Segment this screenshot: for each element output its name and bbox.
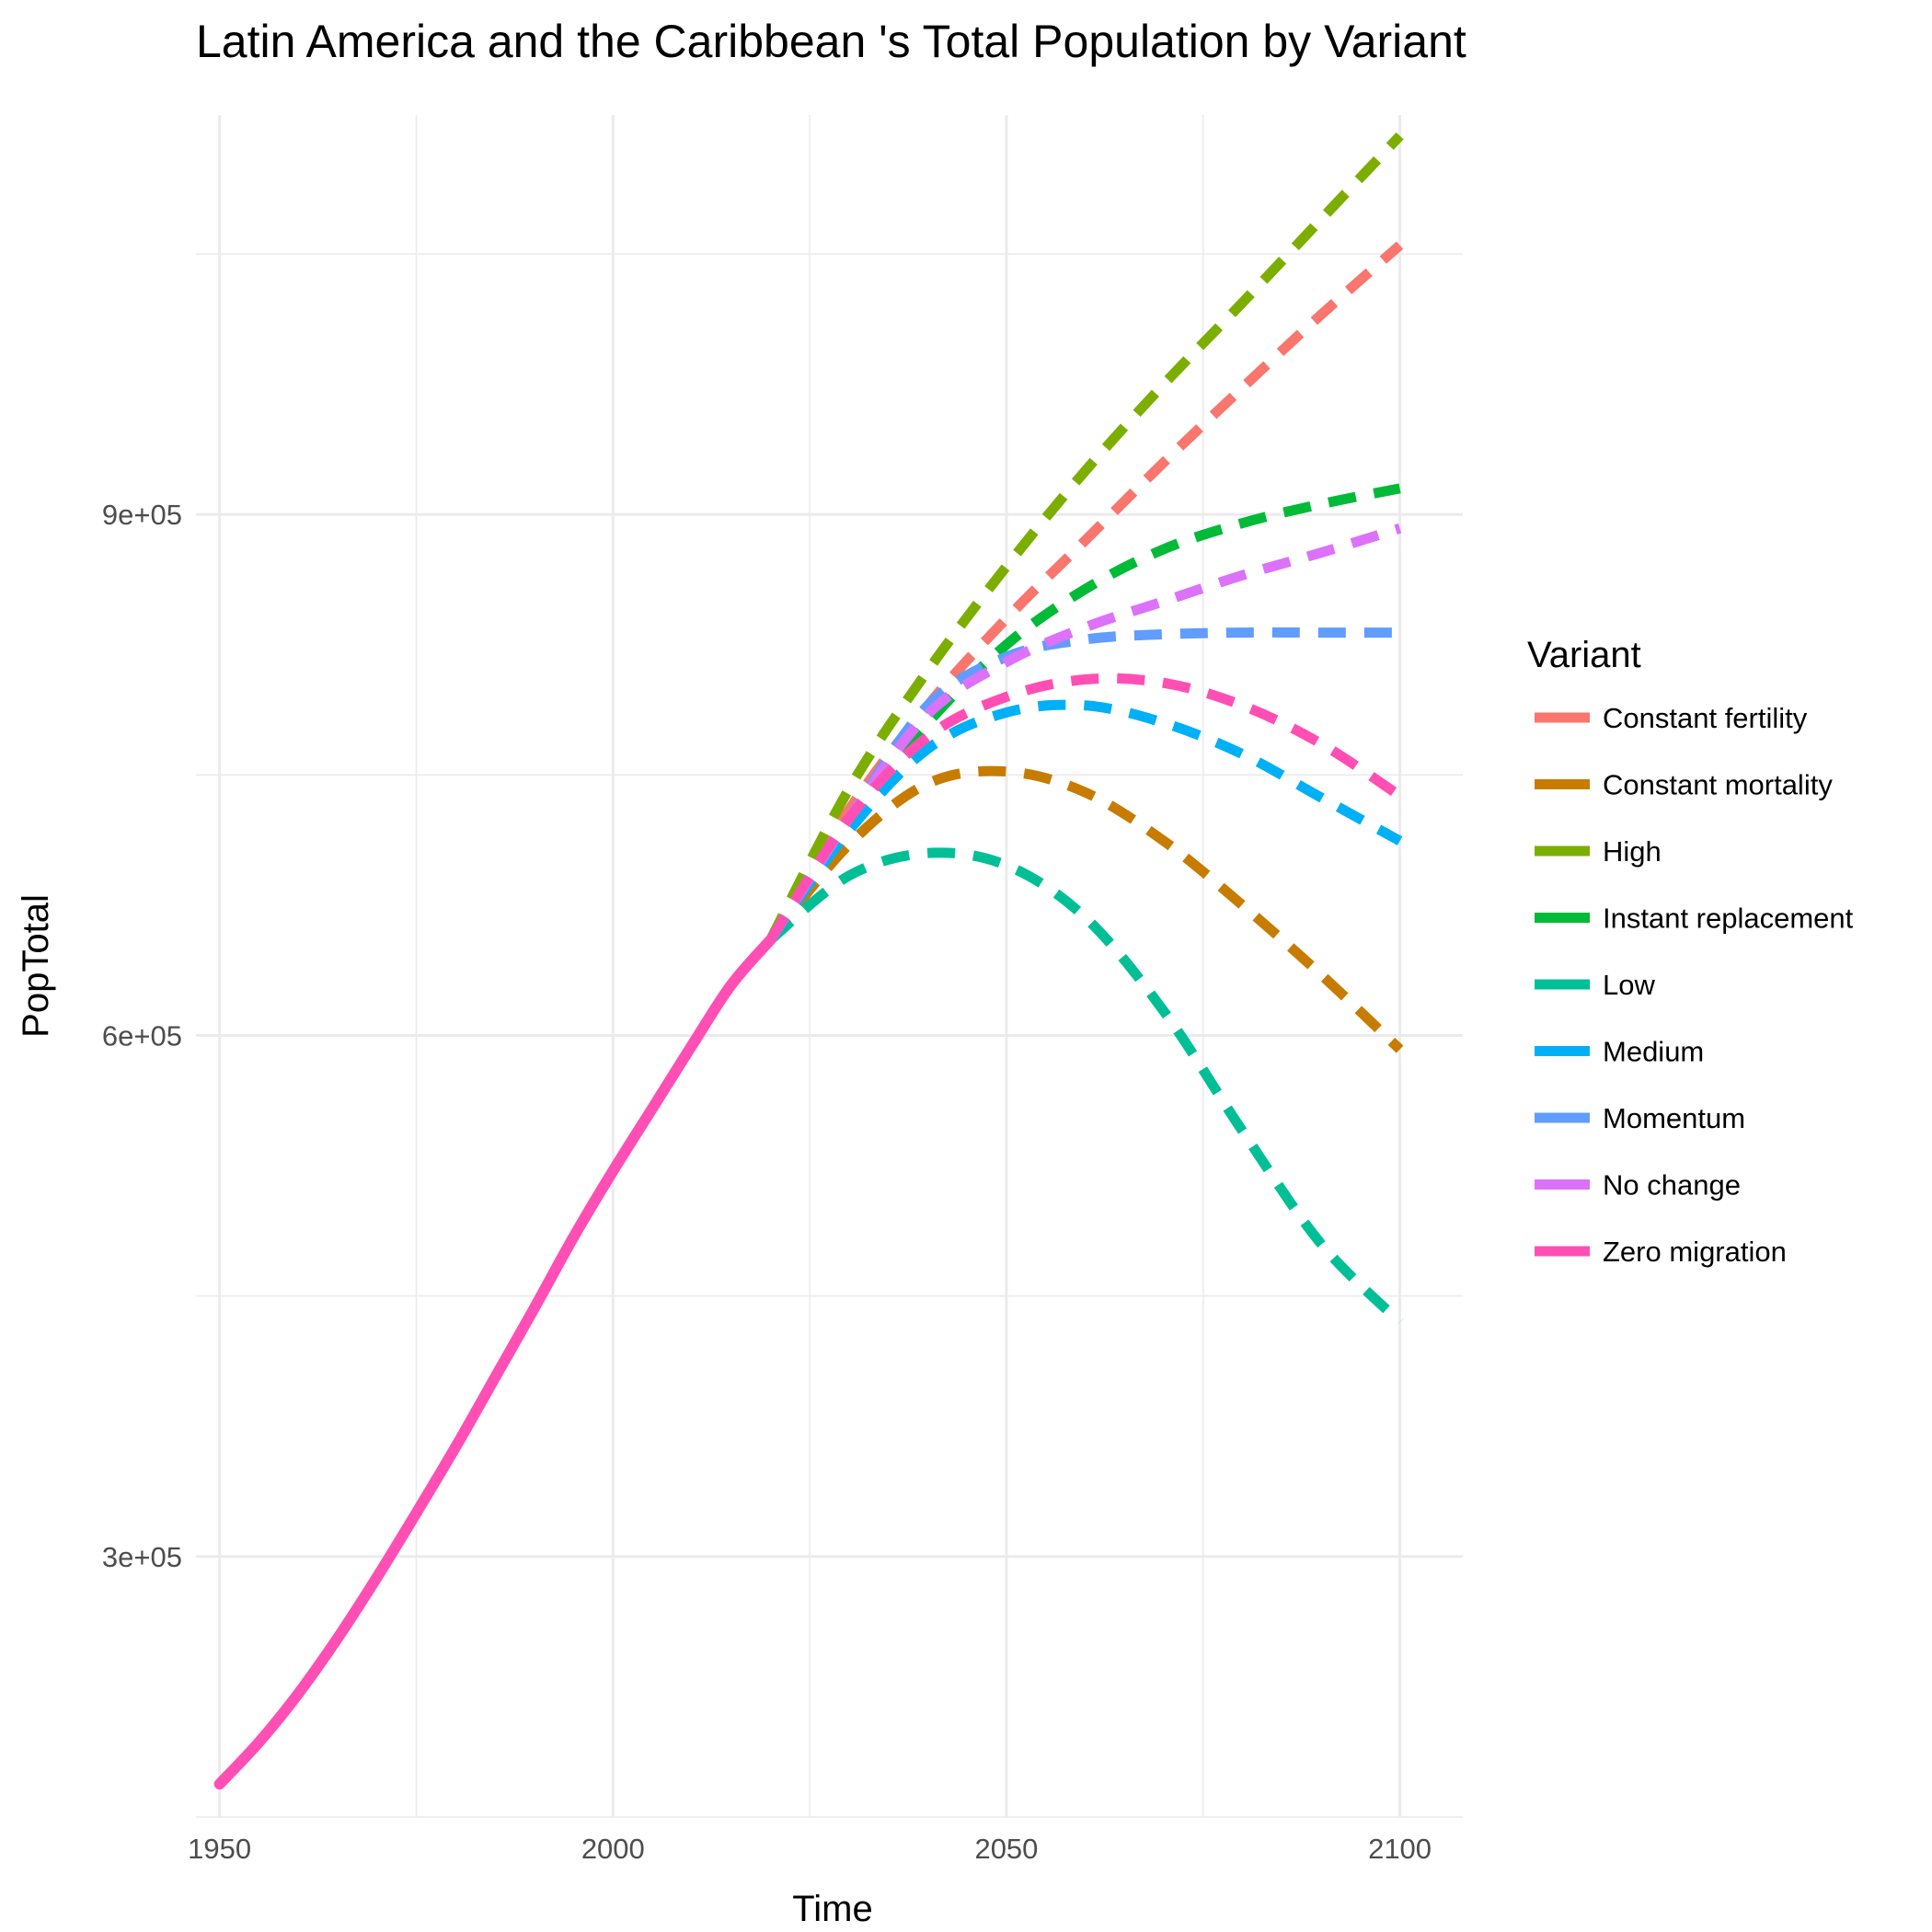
legend-label: Zero migration: [1603, 1236, 1787, 1268]
x-tick-label: 1950: [188, 1833, 251, 1865]
chart-title: Latin America and the Caribbean 's Total…: [196, 16, 1466, 67]
x-tick-label: 2100: [1368, 1833, 1432, 1865]
series-line: [765, 241, 1404, 943]
series-line: [765, 132, 1404, 943]
y-tick-label: 6e+05: [102, 1020, 182, 1052]
series-line: [766, 765, 1404, 1053]
legend-label: Momentum: [1603, 1102, 1745, 1134]
legend-label: Constant fertility: [1603, 702, 1808, 734]
series-line: [765, 673, 1403, 943]
y-tick-label: 3e+05: [102, 1541, 182, 1573]
legend-label: Low: [1603, 969, 1655, 1001]
legend-label: Instant replacement: [1603, 903, 1854, 935]
grid-lines: [196, 115, 1463, 1818]
legend-label: Constant mortality: [1603, 769, 1833, 801]
x-tick-label: 2000: [581, 1833, 645, 1865]
legend-label: No change: [1603, 1169, 1741, 1202]
series-lines: [213, 132, 1404, 1790]
legend-label: Medium: [1603, 1036, 1704, 1068]
x-tick-label: 2050: [974, 1833, 1038, 1865]
series-line: [765, 699, 1403, 943]
y-tick-label: 9e+05: [102, 499, 182, 531]
y-axis-title: PopTotal: [16, 894, 56, 1038]
y-axis-ticks: 3e+05 6e+05 9e+05: [102, 499, 182, 1573]
legend-label: High: [1603, 835, 1662, 868]
historical-line: [213, 934, 776, 1790]
x-axis-ticks: 1950 2000 2050 2100: [188, 1833, 1432, 1865]
series-line: [766, 847, 1404, 1326]
legend-title: Variant: [1527, 635, 1641, 675]
x-axis-title: Time: [792, 1889, 872, 1929]
legend: Variant Constant fertility Constant morta…: [1527, 635, 1854, 1268]
